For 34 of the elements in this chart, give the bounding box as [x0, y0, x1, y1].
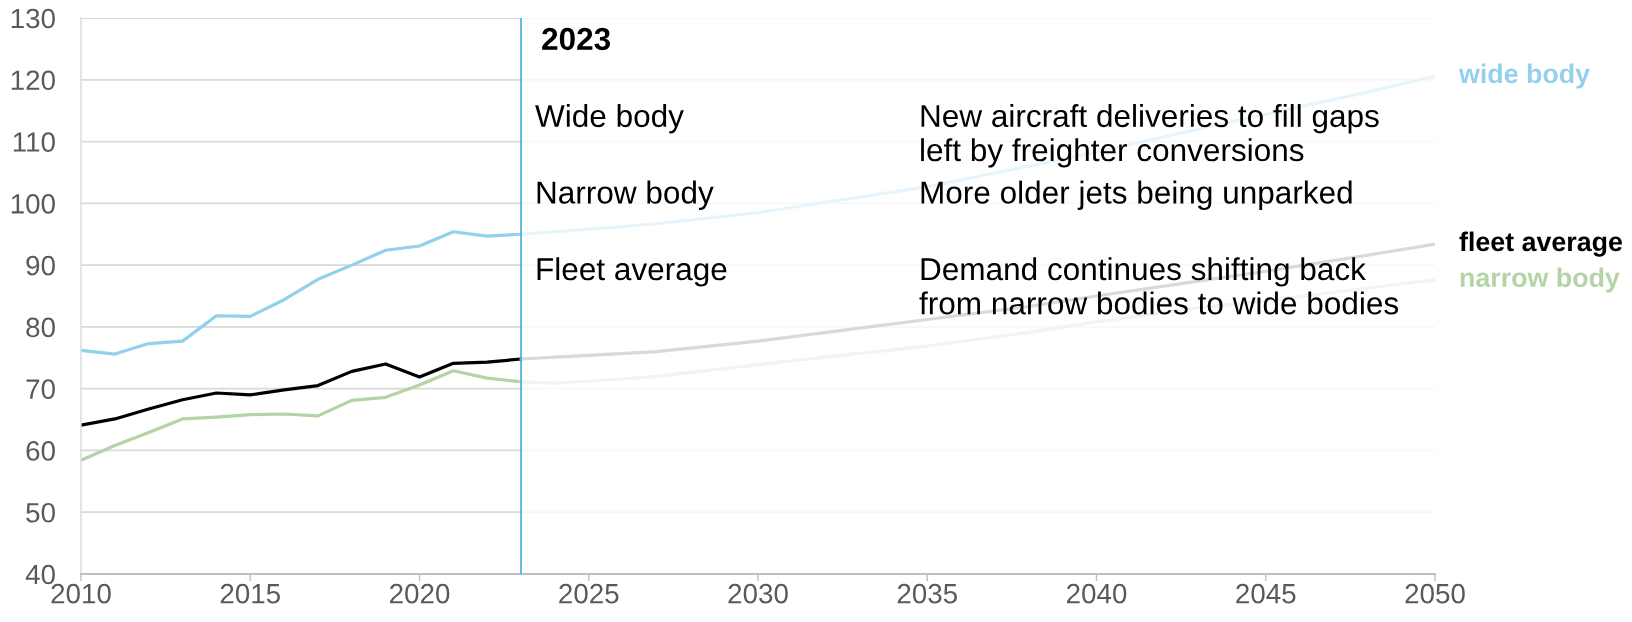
y-tick-label: 90 — [26, 255, 55, 276]
line-series — [81, 369, 523, 462]
annotation: Narrow body — [537, 180, 714, 210]
y-tick-label: 80 — [26, 317, 55, 338]
series-label: fleet average — [1459, 231, 1622, 257]
x-tick-label: 2035 — [897, 583, 957, 604]
x-tick-label: 2030 — [728, 583, 788, 604]
y-tick-label: 50 — [26, 502, 55, 523]
y-tick-label: 120 — [11, 70, 55, 91]
x-tick-label: 2040 — [1067, 583, 1127, 604]
line-series — [81, 230, 523, 356]
x-tick-label: 2045 — [1236, 583, 1296, 604]
series-label: narrow body — [1460, 267, 1620, 293]
y-tick-label: 100 — [11, 194, 55, 214]
line-series — [519, 242, 1435, 361]
annotation: Wide body — [535, 104, 684, 134]
line-series — [519, 74, 1435, 236]
x-tick-label: 2050 — [1405, 583, 1465, 604]
series-label: wide body — [1458, 63, 1590, 89]
y-tick-label: 70 — [26, 379, 55, 400]
annotation: New aircraft deliveries to fill gaps left by freighter conversions — [921, 104, 1379, 168]
ref-line-label: 2023 — [542, 27, 611, 51]
line-series — [81, 357, 523, 427]
annotation: Demand continues shifting back from narrow bodies to wide bodies — [919, 257, 1399, 315]
x-tick-label: 2025 — [559, 583, 619, 604]
annotation: More older jets being unparked — [921, 180, 1352, 210]
x-tick-label: 2015 — [220, 583, 280, 604]
y-tick-label: 40 — [25, 564, 55, 585]
annotation: Fleet average — [537, 257, 727, 287]
x-tick-label: 2010 — [51, 583, 111, 604]
y-tick-label: 110 — [13, 132, 55, 152]
x-tick-label: 2020 — [390, 583, 450, 604]
y-tick-label: 130 — [11, 8, 55, 29]
y-tick-label: 60 — [26, 441, 55, 461]
